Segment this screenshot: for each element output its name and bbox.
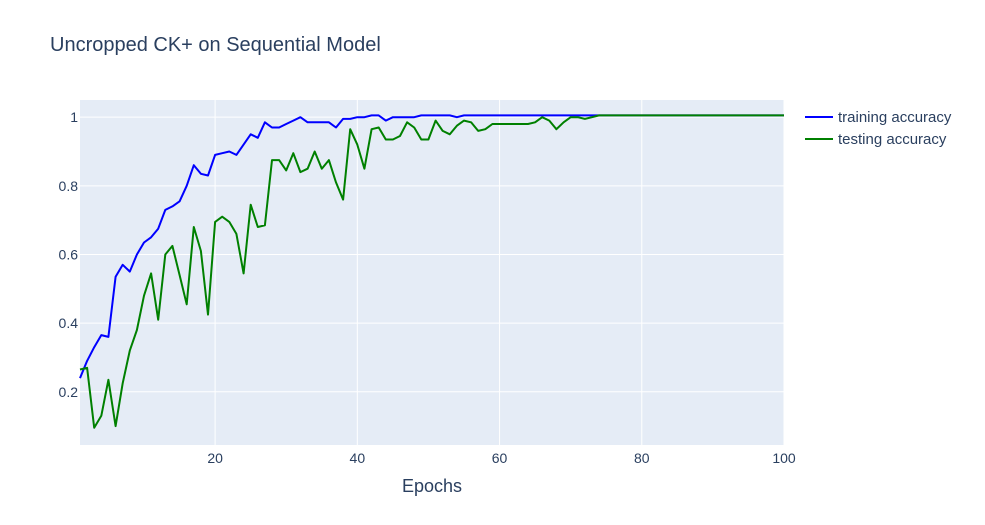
y-tick-label: 0.4 <box>59 315 79 331</box>
legend-label-testing: testing accuracy <box>838 131 947 148</box>
y-tick-label: 0.2 <box>59 384 79 400</box>
y-tick-label: 1 <box>70 109 78 125</box>
legend-label-training: training accuracy <box>838 109 952 126</box>
x-tick-label: 80 <box>634 450 650 466</box>
x-tick-label: 40 <box>350 450 366 466</box>
x-tick-label: 100 <box>772 450 796 466</box>
series-lines <box>79 114 784 429</box>
legend-item-training[interactable]: training accuracy <box>805 109 952 126</box>
y-tick-label: 0.6 <box>59 246 79 262</box>
legend[interactable]: training accuracy testing accuracy <box>805 109 952 148</box>
y-axis-ticks: 0.2 0.4 0.6 0.8 1 <box>59 109 79 400</box>
y-gridlines <box>80 116 784 393</box>
y-tick-label: 0.8 <box>59 178 79 194</box>
chart-title: Uncropped CK+ on Sequential Model <box>50 34 381 56</box>
x-gridlines <box>214 100 785 445</box>
x-axis-title: Epochs <box>402 476 462 496</box>
x-tick-label: 60 <box>492 450 508 466</box>
x-axis-ticks: 20 40 60 80 100 <box>207 450 796 466</box>
x-tick-label: 20 <box>207 450 223 466</box>
legend-item-testing[interactable]: testing accuracy <box>805 131 947 148</box>
series-line-testing <box>79 114 784 429</box>
plot-area <box>80 100 784 445</box>
